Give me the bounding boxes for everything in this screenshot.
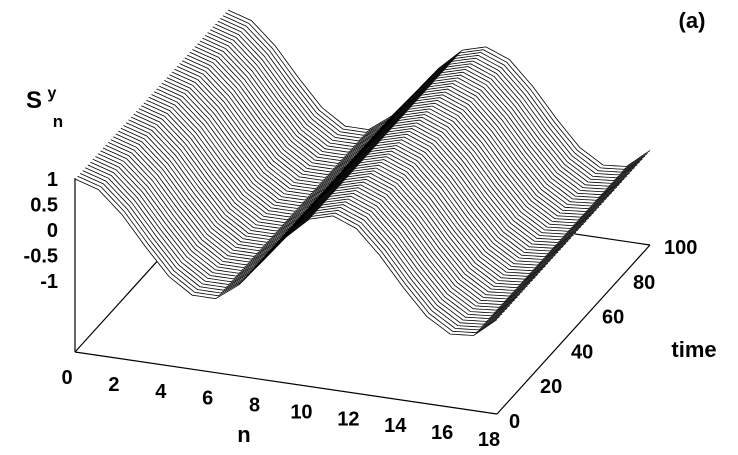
surface-time-line [143,102,567,260]
x-tick-label: 2 [108,374,119,396]
y-tick-label: 20 [540,376,562,398]
z-tick-label: 1 [47,169,58,191]
z-tick-label: -1 [40,271,58,293]
surface-time-line [113,136,536,294]
surface-mesh [74,9,651,336]
z-axis-label-sup: y [48,85,57,102]
surface-time-line [105,144,528,303]
surface-time-line [164,80,587,238]
x-tick-label: 12 [337,408,359,430]
surface-time-line [130,116,554,274]
surface-time-line [138,108,562,266]
surface-time-line [227,9,651,167]
z-axis-label-sub: n [53,112,63,131]
surface-time-line [171,71,595,229]
surface-time-line [85,167,508,325]
surface-time-line [204,35,628,193]
z-tick-label: -0.5 [24,246,58,268]
x-tick-label: 10 [290,401,312,423]
surface-time-line [87,164,511,322]
surface-time-line [174,68,597,227]
surface-time-line [148,96,572,255]
z-tick-label: 0.5 [30,195,58,217]
surface-time-line [118,130,541,289]
z-axis-label-main: S [26,87,42,114]
surface-time-line [187,54,610,213]
y-axis-label: time [671,337,716,362]
surface-time-line [199,40,623,198]
surface-time-line [166,77,590,235]
surface-time-line [95,156,518,314]
surface-time-line [97,153,521,311]
surface-time-line [108,142,531,300]
surface-time-line [102,147,526,305]
surface-time-line [197,43,620,201]
surface-time-line [176,66,600,224]
y-tick-label: 60 [602,307,624,329]
surface-time-line [207,32,630,190]
surface-time-line [136,111,559,269]
surface-time-line [82,170,505,328]
y-tick-label: 0 [509,411,520,433]
panel-label: (a) [679,8,706,33]
surface-time-line [210,29,633,187]
surface-time-line [225,12,648,170]
z-tick-label: 0 [47,220,58,242]
y-axis-line [496,244,651,415]
tick-labels: 0 2 4 6 8 10 12 14 16 18 0 20 40 60 80 100 1 0.5 0 -0.5 -1 [24,169,698,451]
surface-time-line [151,94,574,252]
x-tick-label: 16 [431,422,453,444]
y-tick-label: 40 [571,341,593,363]
surface-time-line [156,88,579,246]
x-tick-label: 0 [61,367,72,389]
surface-time-line [179,63,602,221]
surface-time-line [74,178,498,336]
surface-time-line [194,46,618,204]
y-tick-label: 80 [633,272,655,294]
surface-time-line [222,15,646,173]
surface-time-line [90,161,513,320]
surface-time-line [212,26,635,184]
surface-time-line [153,91,577,249]
surface-time-line [92,158,516,317]
x-axis-label: n [237,422,250,447]
surface-time-line [215,23,638,182]
surface-time-line [146,99,569,258]
x-tick-label: 4 [155,381,167,403]
surface-time-line [133,113,556,272]
x-tick-label: 14 [384,415,407,437]
surface-time-line [169,74,592,232]
surface-time-line [220,18,643,176]
surface-time-line [184,57,607,215]
surface-time-line [192,49,615,207]
surface-time-line [120,127,544,286]
surface-time-line [77,175,500,334]
surface-time-line [161,82,584,241]
surface-time-line [115,133,539,291]
surface-time-line [159,85,582,243]
surface-time-line [100,150,523,308]
z-axis-label: S y n [26,85,63,131]
surface-time-line [128,119,551,277]
x-axis-line [74,351,498,415]
surface-time-line [181,60,605,218]
x-tick-label: 8 [249,395,260,417]
surface-time-line [141,105,564,263]
surface-time-line [123,125,546,283]
surface-time-line [217,20,641,179]
surface-time-line [202,37,625,196]
y-tick-label: 100 [664,237,697,259]
x-tick-label: 6 [202,388,213,410]
surface-time-line [189,51,613,210]
x-tick-label: 18 [478,429,500,450]
surface-time-line [125,122,549,280]
surface-time-line [79,173,503,331]
surface-time-line [110,139,533,297]
